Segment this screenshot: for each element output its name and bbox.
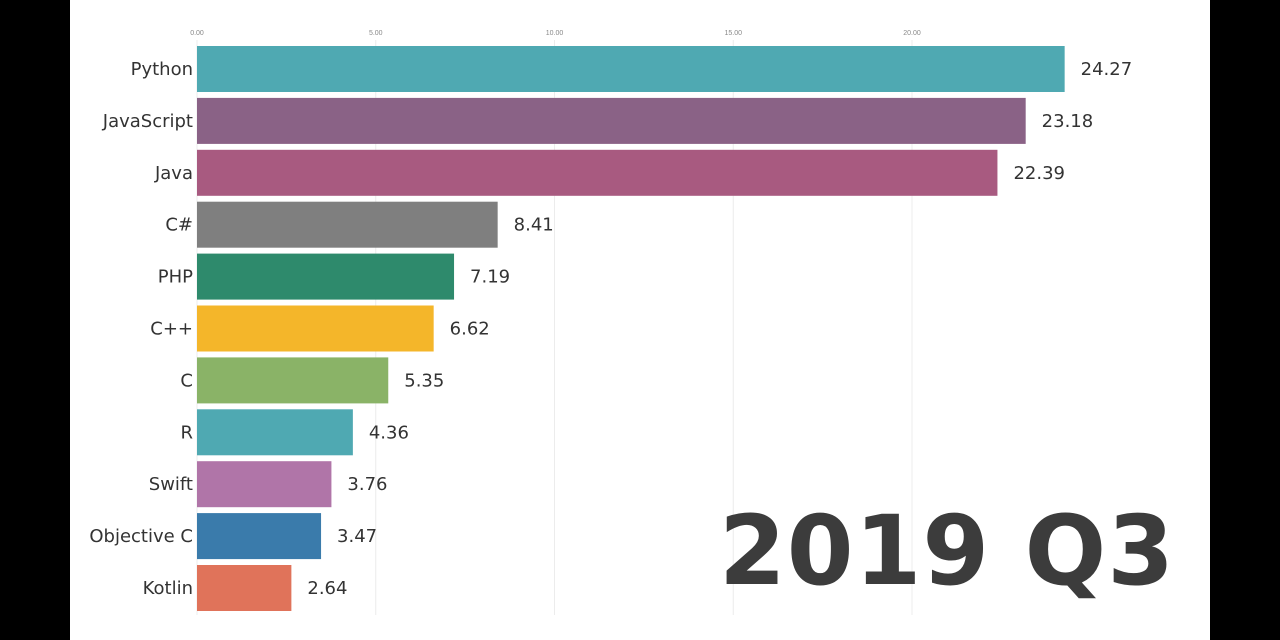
bar (197, 305, 434, 352)
bar-group-6: C 5.35 (180, 357, 444, 404)
bar-group-4: PHP 7.19 (158, 253, 510, 300)
period-label: 2019 Q3 (718, 495, 1175, 607)
value-label: 7.19 (470, 267, 510, 288)
bar (197, 201, 498, 248)
value-label: 4.36 (369, 422, 409, 443)
bar-group-5: C++ 6.62 (150, 305, 490, 352)
x-tick-label: 0.00 (190, 30, 204, 37)
bar (197, 513, 322, 560)
category-label: Python (131, 59, 193, 80)
category-label: C# (165, 215, 193, 236)
bar-group-8: Swift 3.76 (149, 461, 387, 508)
bar-group-7: R 4.36 (180, 409, 409, 456)
category-label: Objective C (89, 526, 193, 547)
bar (197, 97, 1026, 144)
bar (197, 357, 389, 404)
x-tick-label: 5.00 (369, 30, 383, 37)
bar (197, 461, 332, 508)
value-label: 5.35 (404, 370, 444, 391)
category-label: Kotlin (143, 578, 193, 599)
bar (197, 565, 292, 611)
category-label: PHP (158, 267, 193, 288)
category-label: Swift (149, 474, 193, 495)
bar-group-2: Java 22.39 (154, 149, 1065, 196)
value-label: 2.64 (307, 578, 347, 599)
value-label: 6.62 (450, 319, 490, 340)
bar (197, 46, 1065, 92)
value-label: 22.39 (1013, 163, 1065, 184)
category-label: C++ (150, 319, 193, 340)
category-label: Java (154, 163, 193, 184)
x-tick-label: 15.00 (724, 30, 742, 37)
bar (197, 409, 353, 456)
bar (197, 253, 455, 300)
category-label: R (180, 422, 193, 443)
value-label: 23.18 (1042, 111, 1094, 132)
value-label: 8.41 (514, 215, 554, 236)
bar (197, 149, 998, 196)
category-label: C (180, 370, 193, 391)
value-label: 3.76 (347, 474, 387, 495)
value-label: 24.27 (1081, 59, 1133, 80)
value-label: 3.47 (337, 526, 377, 547)
x-tick-label: 10.00 (546, 30, 564, 37)
bar-group-3: C# 8.41 (165, 201, 554, 248)
category-label: JavaScript (102, 111, 193, 132)
bar-group-9: Objective C 3.47 (89, 513, 377, 560)
x-tick-label: 20.00 (903, 30, 921, 37)
bar-group-0: Python 24.27 (131, 46, 1133, 92)
bar-chart: 0.00 5.00 10.00 15.00 20.00 Python 24.27JavaS… (89, 30, 1132, 615)
x-axis-ticks: 0.00 5.00 10.00 15.00 20.00 (190, 30, 921, 37)
bars: Python 24.27 JavaScript 23.18 Java 22.39 C# 8.4… (89, 46, 1132, 611)
bar-group-1: JavaScript 23.18 (102, 97, 1094, 144)
bar-group-10: Kotlin 2.64 (143, 565, 347, 611)
chart-canvas: 0.00 5.00 10.00 15.00 20.00 Python 24.27 JavaS… (70, 0, 1210, 640)
